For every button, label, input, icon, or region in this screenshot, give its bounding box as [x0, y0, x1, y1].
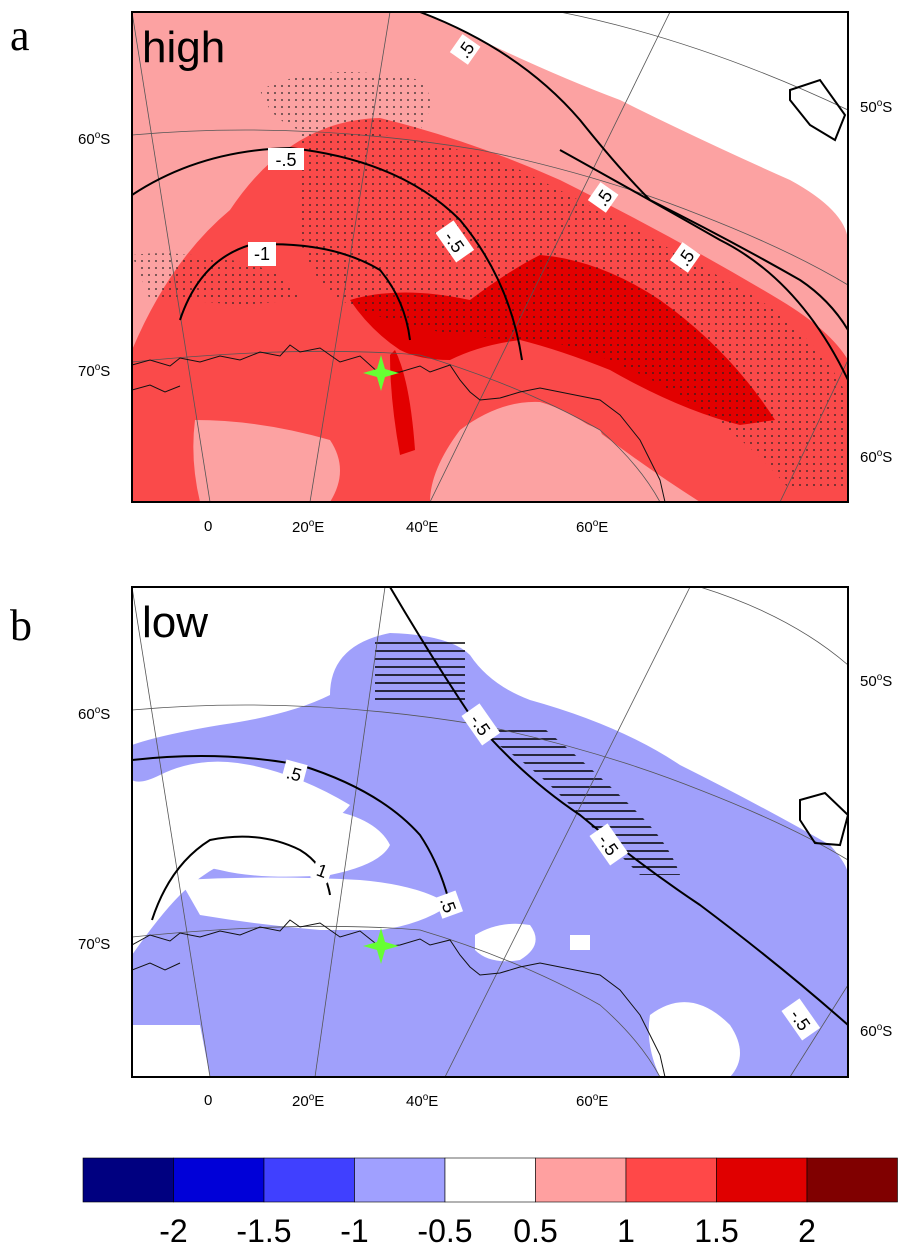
lat-right-50-a: 50oS: [860, 98, 893, 116]
colorbar-swatch: [535, 1157, 627, 1203]
colorbar-swatch: [82, 1157, 174, 1203]
stipple-region-3: [132, 253, 300, 305]
lon-label-20-b: 20oE: [292, 1092, 325, 1110]
colorbar-swatch: [625, 1157, 717, 1203]
meridian-60: [779, 359, 848, 502]
lon-label-0-a: 0: [204, 518, 213, 535]
contour-neg-05: [132, 146, 523, 361]
colorbar-label: 0.5: [513, 1213, 557, 1248]
colorbar-swatch: [354, 1157, 446, 1203]
anomaly-light-blue: [132, 633, 848, 1077]
colorbar-label: -1: [340, 1213, 368, 1248]
coastline: [132, 344, 666, 502]
colorbar-swatch: [444, 1157, 536, 1203]
lat-right-50-b: 50oS: [860, 672, 893, 690]
colorbar-swatch: [806, 1157, 898, 1203]
white-gap-b6: [132, 1025, 210, 1077]
contour-pos-1: [419, 12, 848, 331]
lon-label-40-b: 40oE: [406, 1092, 439, 1110]
lat-right-60-b: 60oS: [860, 1022, 893, 1040]
contour-label-b6: .5: [436, 895, 460, 916]
hatch-region-2: [480, 725, 680, 875]
colorbar-swatch: [716, 1157, 808, 1203]
lat-label-70-b: 70oS: [78, 935, 111, 953]
colorbar-label: -1.5: [236, 1213, 291, 1248]
contour-label-a2: -.5: [275, 150, 296, 170]
meridian-0-b: [132, 587, 211, 1077]
map-panel-high: high .5 -.5 .5 .5 -.5 -1: [131, 11, 849, 503]
white-gap-b3: [475, 923, 536, 962]
latitude-line-50: [559, 12, 848, 111]
lat-right-60-a: 60oS: [860, 448, 893, 466]
latitude-line-60-b: [132, 704, 848, 861]
contour-label-b4: .5: [284, 762, 304, 785]
lon-label-60-a: 60oE: [576, 518, 609, 536]
meridian-40-b: [444, 587, 691, 1077]
lat-label-60-a: 60oS: [78, 130, 111, 148]
white-gap-b1: [132, 790, 390, 877]
white-gap-b4: [570, 935, 590, 950]
meridian-60-b: [789, 984, 848, 1077]
latitude-line-60: [132, 129, 848, 286]
colorbar-label: 1: [617, 1213, 635, 1248]
meridian-20-b: [314, 587, 386, 1077]
colorbar-label: -0.5: [417, 1213, 472, 1248]
contour-neg-1: [179, 243, 411, 341]
station-star: [363, 355, 399, 391]
station-star-b: [363, 928, 399, 964]
contour-label-a7: -1: [254, 244, 270, 264]
hatch-region-1: [375, 640, 465, 700]
contour-neg-05-b: [389, 587, 848, 1026]
white-gap-b2: [180, 877, 450, 930]
panel-title-low: low: [142, 598, 208, 647]
white-land-a3: [475, 415, 610, 502]
contour-closed: [789, 78, 847, 142]
lon-label-20-a: 20oE: [292, 518, 325, 536]
meridian-40: [429, 12, 671, 502]
lon-label-0-b: 0: [204, 1092, 213, 1109]
lat-label-70-a: 70oS: [78, 362, 111, 380]
white-land-a2: [193, 420, 340, 502]
lat-label-60-b: 60oS: [78, 705, 111, 723]
lon-label-60-b: 60oE: [576, 1092, 609, 1110]
map-panel-low: low -.5 -.5 -.5 .5 1 .5: [131, 586, 849, 1078]
contour-pos-2: [559, 149, 848, 381]
panel-letter-a: a: [10, 11, 30, 60]
coastline-b: [132, 919, 666, 1077]
lon-label-40-a: 40oE: [406, 518, 439, 536]
stipple-region-2: [298, 130, 848, 490]
colorbar-swatch: [173, 1157, 265, 1203]
colorbar-label: 1.5: [694, 1213, 738, 1248]
panel-title-high: high: [142, 23, 225, 72]
colorbar-label: 2: [798, 1213, 816, 1248]
panel-letter-b: b: [10, 601, 32, 650]
contour-pos-05-b: [132, 755, 451, 906]
latitude-line-50-b: [699, 587, 848, 666]
contour-closed-b: [799, 791, 848, 847]
colorbar-label: -2: [159, 1213, 187, 1248]
white-gap-b5: [648, 1002, 740, 1077]
meridian-0: [132, 12, 211, 502]
colorbar: -2 -1.5 -1 -0.5 0.5 1 1.5 2: [82, 1157, 898, 1248]
stipple-region-1: [260, 72, 430, 135]
colorbar-swatch: [263, 1157, 355, 1203]
